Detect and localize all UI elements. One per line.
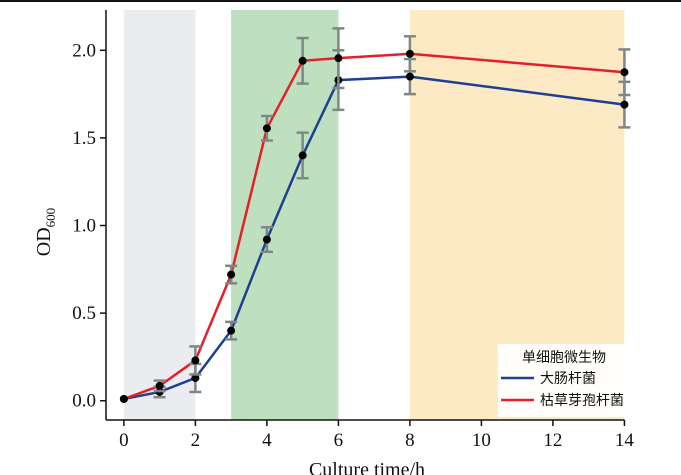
- x-tick-label: 10: [472, 430, 491, 451]
- legend-label-0: 大肠杆菌: [540, 371, 596, 387]
- data-point: [405, 49, 414, 58]
- data-point: [119, 394, 128, 403]
- data-point: [191, 356, 200, 365]
- x-tick-label: 12: [543, 430, 562, 451]
- data-point: [227, 270, 236, 279]
- x-tick-label: 6: [334, 430, 344, 451]
- legend: 单细胞微生物 大肠杆菌 枯草芽孢杆菌: [498, 344, 630, 417]
- data-point: [298, 151, 307, 160]
- x-tick-label: 14: [615, 430, 635, 451]
- x-tick-label: 8: [405, 430, 415, 451]
- data-point: [298, 56, 307, 65]
- shaded-region-0: [123, 10, 196, 420]
- data-point: [620, 68, 629, 77]
- y-tick-label: 1.5: [72, 128, 96, 149]
- data-point: [620, 100, 629, 109]
- y-axis-label: OD600: [33, 208, 58, 256]
- data-point: [334, 54, 343, 63]
- data-point: [262, 124, 271, 133]
- y-tick-label: 2.0: [72, 40, 96, 61]
- y-tick-label: 1.0: [72, 216, 96, 237]
- y-tick-label: 0.0: [72, 391, 96, 412]
- shaded-region-1: [231, 10, 339, 420]
- x-tick-label: 0: [119, 430, 129, 451]
- data-point: [227, 326, 236, 335]
- x-tick-label: 4: [262, 430, 272, 451]
- x-tick-label: 2: [191, 430, 201, 451]
- data-point: [405, 72, 414, 81]
- data-point: [262, 235, 271, 244]
- data-point: [155, 381, 164, 390]
- data-point: [191, 373, 200, 382]
- x-axis-label: Culture time/h: [309, 459, 425, 475]
- legend-title: 单细胞微生物: [522, 350, 606, 366]
- legend-label-1: 枯草芽孢杆菌: [540, 393, 624, 409]
- y-tick-label: 0.5: [72, 303, 96, 324]
